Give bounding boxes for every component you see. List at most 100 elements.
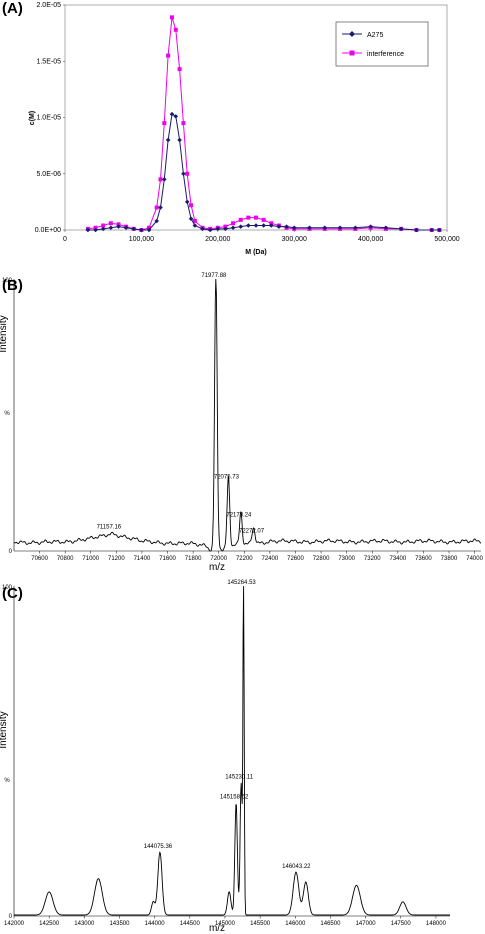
y-tick-label: 5.0E-06 <box>36 171 61 178</box>
interference-point <box>166 53 171 58</box>
peak-label: 72075.73 <box>214 474 240 480</box>
a275-point <box>169 111 175 117</box>
interference-point <box>162 121 167 126</box>
x-tick-label: 73800 <box>441 556 458 562</box>
peak-label: 145230.11 <box>225 775 254 781</box>
panel-a-x-ticks: 0 100,000 200,000 300,000 400,000 500,000 <box>63 230 460 243</box>
x-tick-label: 145500 <box>250 921 271 927</box>
legend-box <box>335 21 429 67</box>
panel-c-peak-labels: 144075.36 145158.52 145230.11 145264.53 1460… <box>144 580 311 870</box>
a275-point <box>429 227 435 233</box>
panel-c-y-tick-100: 100 <box>2 585 13 591</box>
x-tick-label: 72400 <box>262 556 279 562</box>
a275-point <box>268 223 274 228</box>
legend-interference-label: interference <box>367 51 404 58</box>
panel-a-y-ticks: 0.0E+00 5.0E-06 1.0E-05 1.5E-05 2.0E-05 <box>35 2 65 234</box>
x-tick-label: 0 <box>63 236 67 243</box>
interference-point <box>231 221 236 226</box>
a275-point <box>437 227 442 233</box>
interference-point <box>173 27 178 32</box>
a275-point <box>223 226 228 232</box>
panel-c-chart: 100 0 Intensity % 142000 142500 143000 1435… <box>0 580 450 934</box>
peak-label: 145158.52 <box>220 795 249 801</box>
x-tick-label: 72600 <box>287 556 304 562</box>
a275-point <box>414 227 419 233</box>
peak-label: 72173.24 <box>226 512 252 518</box>
panel-a-x-axis-title: M (Da) <box>245 249 266 256</box>
a275-point <box>139 227 144 233</box>
a275-point <box>368 224 373 229</box>
legend-a275-marker <box>349 31 355 37</box>
interference-point <box>169 15 174 20</box>
interference-point <box>101 223 106 228</box>
a275-point <box>253 223 259 228</box>
interference-point <box>177 67 182 72</box>
a275-point <box>173 114 179 119</box>
a275-point <box>146 227 152 233</box>
interference-point <box>192 219 197 223</box>
x-tick-label: 70800 <box>57 556 74 562</box>
a275-point <box>93 227 98 233</box>
y-tick-label: 0.0E+00 <box>35 227 61 234</box>
interference-point <box>254 215 258 220</box>
panel-a-y-axis-title: c(M) <box>29 111 36 125</box>
panel-c-y-axis-unit: % <box>4 778 10 784</box>
a275-point <box>192 223 198 228</box>
interference-point <box>158 177 163 182</box>
interference-point <box>181 121 186 126</box>
panel-b-x-axis-title: m/z <box>209 562 225 573</box>
x-tick-label: 143500 <box>109 921 130 927</box>
x-tick-label: 72000 <box>210 556 227 562</box>
peak-label: 146043.22 <box>282 864 311 870</box>
x-tick-label: 147500 <box>391 921 412 927</box>
peak-label: 144075.36 <box>144 844 173 850</box>
x-tick-label: 71000 <box>82 556 99 562</box>
x-tick-label: 400,000 <box>358 236 383 243</box>
a275-point <box>154 218 159 224</box>
panel-a-legend: A275 interference <box>335 21 429 67</box>
x-tick-label: 144500 <box>180 921 201 927</box>
panel-a-chart: 0.0E+00 5.0E-06 1.0E-05 1.5E-05 2.0E-05 0 100… <box>29 2 460 256</box>
x-tick-label: 148000 <box>426 921 447 927</box>
interference-point <box>261 217 266 222</box>
a275-point <box>108 225 114 231</box>
x-tick-label: 142500 <box>39 921 60 927</box>
a275-point <box>158 205 163 210</box>
x-tick-label: 500,000 <box>434 236 459 243</box>
interference-point <box>154 205 159 210</box>
a275-point <box>123 225 129 231</box>
x-tick-label: 73000 <box>338 556 355 562</box>
a275-point <box>116 224 121 229</box>
a275-point <box>85 227 91 233</box>
interference-point <box>185 171 190 176</box>
a275-point <box>337 225 343 231</box>
x-tick-label: 73200 <box>364 556 381 562</box>
x-tick-label: 72200 <box>236 556 253 562</box>
x-tick-label: 143000 <box>74 921 95 927</box>
panel-b-y-tick-100: 100 <box>2 278 13 284</box>
x-tick-label: 71400 <box>134 556 151 562</box>
a275-point <box>215 226 221 232</box>
a275-point <box>207 227 213 233</box>
x-tick-label: 74000 <box>466 556 483 562</box>
x-tick-label: 144000 <box>145 921 166 927</box>
peak-label: 145264.53 <box>227 580 256 586</box>
interference-point <box>108 221 113 226</box>
x-tick-label: 200,000 <box>205 236 230 243</box>
panel-c-label: (C) <box>2 585 23 602</box>
panel-b-label: (B) <box>2 277 23 294</box>
legend-interference-marker <box>349 50 355 56</box>
x-tick-label: 145000 <box>215 921 236 927</box>
panel-b-x-ticks: 70600 70800 71000 71200 71400 71600 71800 72000… <box>31 551 484 562</box>
x-tick-label: 300,000 <box>282 236 307 243</box>
panel-b-y-axis-unit: % <box>4 411 10 417</box>
peak-label: 72272.07 <box>239 529 265 535</box>
a275-point <box>165 137 171 143</box>
x-tick-label: 142000 <box>4 921 25 927</box>
a275-point <box>200 226 205 232</box>
a275-point <box>181 171 186 177</box>
x-tick-label: 146000 <box>285 921 306 927</box>
legend-a275-label: A275 <box>367 32 383 39</box>
a275-point <box>131 226 137 232</box>
